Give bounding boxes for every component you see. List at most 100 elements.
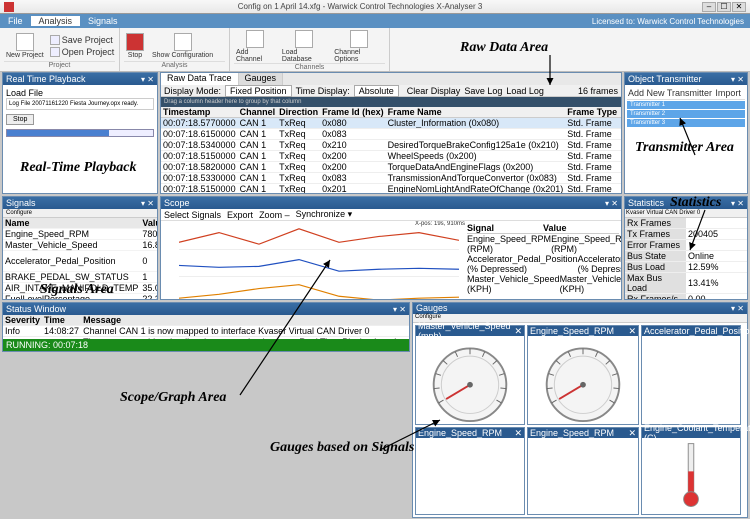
stop-icon [126,33,144,51]
panel-close-icon[interactable]: ▾ ✕ [731,199,744,208]
window-controls: – ☐ ✕ [702,2,746,12]
gauge-cell: Engine_Speed_RPM✕ [527,427,639,515]
stat-row: Error Frames [625,240,747,251]
panel-close-icon[interactable]: ▾ ✕ [393,305,406,314]
add-transmitter-button[interactable]: Add New Transmitter [628,88,712,98]
open-project-button[interactable]: Open Project [50,47,115,57]
stat-row: Bus Load12.59% [625,262,747,273]
scope-toolbtn[interactable]: Select Signals [164,210,221,220]
gauge-cell: Engine_Speed_RPM✕ [415,427,525,515]
stats-panel: Statistics▾ ✕ Kvaser Virtual CAN Driver … [624,196,748,300]
savelog-button[interactable]: Save Log [464,86,502,96]
menu-file[interactable]: File [0,16,31,26]
new-project-icon [16,33,34,51]
rawdata-col[interactable]: Frame Type [565,107,619,118]
signals-table: NameValueUnitsEngine_Speed_RPM780RPMMast… [3,218,157,299]
loadfile-label: Load File [6,88,154,98]
displaymode-select[interactable]: Fixed Position [225,85,292,97]
transmitter-panel: Object Transmitter▾ ✕ Add New Transmitte… [624,72,748,194]
transmitter-item[interactable]: Transmitter 1 [627,101,745,109]
stop-button[interactable]: Stop [124,30,146,61]
timedisplay-select[interactable]: Absolute [354,85,399,97]
panel-close-icon[interactable]: ▾ ✕ [731,304,744,313]
scope-legend: SignalValue Engine_Speed_RPM (RPM)Engine… [467,223,619,294]
ribbon: New Project Save Project Open Project Pr… [0,28,750,72]
stat-row: Max Bus Load13.41% [625,273,747,294]
list-item[interactable]: BRAKE_PEDAL_SW_STATUS1 [3,272,157,283]
scope-toolbtn[interactable]: Synchronize ▾ [296,209,353,220]
panel-close-icon[interactable]: ▾ ✕ [731,75,744,84]
rawdata-col[interactable]: Direction [277,107,320,118]
tab-rawdata[interactable]: Raw Data Trace [161,73,239,85]
list-item[interactable]: FuelLevelPercentage22.352940% Full [3,294,157,300]
table-row[interactable]: 00:07:18.5330000CAN 1TxReq0x083Transmiss… [161,173,621,184]
channel-options-button[interactable]: Channel Options [332,30,385,63]
rawdata-col[interactable]: Channel [238,107,278,118]
add-channel-button[interactable]: Add Channel [234,30,276,63]
save-project-button[interactable]: Save Project [50,35,115,45]
signals-configure[interactable]: Configure [3,209,157,218]
legend-row: Accelerator_Pedal_Position (% Depressed)… [467,254,619,274]
frames-count: 16 frames [578,86,618,96]
save-icon [50,35,60,45]
window-titlebar: Config on 1 April 14.xfg - Warwick Contr… [0,0,750,14]
table-row[interactable]: 00:07:18.5770000CAN 1TxReq0x080Cluster_I… [161,118,621,129]
maximize-button[interactable]: ☐ [717,2,731,12]
gauge-cell: Engine_Speed_RPM✕ [527,325,639,425]
rawdata-col[interactable]: Data Length [619,107,621,118]
gauge-close-icon[interactable]: ✕ [514,428,522,439]
gauge-cell: Accelerator_Pedal_Position✕ [641,325,741,425]
table-row[interactable]: 00:07:18.5150000CAN 1TxReq0x200WheelSpee… [161,151,621,162]
app-icon [4,2,14,12]
signals-panel: Signals▾ ✕ Configure NameValueUnitsEngin… [2,196,158,300]
panel-close-icon[interactable]: ▾ ✕ [141,75,154,84]
transmitter-item[interactable]: Transmitter 3 [627,119,745,127]
stat-row: Tx Frames200405 [625,229,747,240]
transmitter-item[interactable]: Transmitter 2 [627,110,745,118]
rawdata-col[interactable]: Frame Name [386,107,566,118]
menu-signals[interactable]: Signals [80,16,126,26]
config-icon [174,33,192,51]
gauge-close-icon[interactable]: ✕ [514,326,522,337]
scope-toolbtn[interactable]: Export [227,210,253,220]
gauge-cell: Master_Vehicle_Speed (mph)✕ [415,325,525,425]
clear-button[interactable]: Clear Display [407,86,461,96]
tab-gauges[interactable]: Gauges [239,73,284,85]
import-button[interactable]: Import [715,88,741,98]
table-row[interactable]: 00:07:18.6150000CAN 1TxReq0x083Std. Fram… [161,129,621,140]
playback-stop-button[interactable]: Stop [6,114,34,125]
minimize-button[interactable]: – [702,2,716,12]
table-row[interactable]: 00:07:18.5820000CAN 1TxReq0x200TorqueDat… [161,162,621,173]
stat-row: Bus StateOnline [625,251,747,262]
gauges-panel: Gauges▾ ✕ Configure Master_Vehicle_Speed… [412,302,748,518]
close-button[interactable]: ✕ [732,2,746,12]
group-hint: Drag a column header here to group by th… [161,97,621,107]
status-table: SeverityTimeMessageInfo14:08:27Channel C… [3,315,409,339]
table-row[interactable]: 00:07:18.5340000CAN 1TxReq0x210DesiredTo… [161,140,621,151]
loadfile-box: Log File 20071161220 Fiesta Journey.opx … [6,98,154,110]
database-icon [295,30,313,48]
list-item[interactable]: Accelerator_Pedal_Position0% Depressed [3,251,157,272]
list-item[interactable]: AIR_INTAKE_MANIFOLD_TEMP35.05Degrees C [3,283,157,294]
panel-close-icon[interactable]: ▾ ✕ [605,199,618,208]
table-row[interactable]: 00:07:18.5150000CAN 1TxReq0x201EngineNom… [161,184,621,194]
gear-icon [350,30,368,48]
panel-close-icon[interactable]: ▾ ✕ [141,199,154,208]
show-config-button[interactable]: Show Configuration [150,30,215,61]
window-title: Config on 1 April 14.xfg - Warwick Contr… [18,2,702,11]
rawdata-col[interactable]: Timestamp [161,107,238,118]
loadlog-button[interactable]: Load Log [506,86,544,96]
menu-analysis[interactable]: Analysis [31,16,81,26]
gauge-close-icon[interactable]: ✕ [628,428,636,439]
legend-row: Master_Vehicle_Speed (KPH)Master_Vehicle… [467,274,619,294]
new-project-button[interactable]: New Project [4,30,46,61]
licensed-label: Licensed to: Warwick Control Technologie… [592,17,750,26]
list-item[interactable]: Engine_Speed_RPM780RPM [3,229,157,240]
load-database-button[interactable]: Load Database [280,30,328,63]
gauge-close-icon[interactable]: ✕ [628,326,636,337]
rawdata-col[interactable]: Frame Id (hex) [320,107,386,118]
scope-toolbtn[interactable]: Zoom – [259,210,290,220]
list-item[interactable]: Master_Vehicle_Speed16.85KPH [3,240,157,251]
stat-row: Rx Frames/s0.00 [625,294,747,300]
scope-panel: Scope▾ ✕ Select SignalsExportZoom –Synch… [160,196,622,300]
